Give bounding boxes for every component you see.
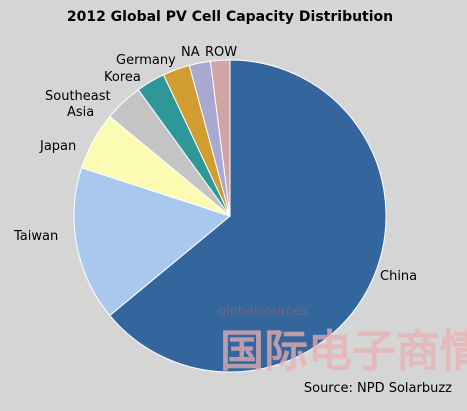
slice-label-row: ROW <box>205 45 237 60</box>
slice-label-germany: Germany <box>116 53 176 68</box>
chart-title: 2012 Global PV Cell Capacity Distributio… <box>67 9 393 25</box>
slice-label-na: NA <box>181 45 200 60</box>
chart-source: Source: NPD Solarbuzz <box>304 381 452 396</box>
watermark-chinese: 国际电子商情 <box>220 326 467 377</box>
pie-slice-row <box>209 59 231 217</box>
watermark: globalsources 国际电子商情 <box>218 304 467 377</box>
pie-slices <box>73 59 387 373</box>
slice-label-japan: Japan <box>39 139 76 154</box>
slice-label-china: China <box>380 269 417 284</box>
slice-label-taiwan: Taiwan <box>13 229 58 244</box>
pie-slice-taiwan <box>73 167 232 317</box>
watermark-logo: globalsources <box>218 304 308 319</box>
slice-label-korea: Korea <box>104 70 141 85</box>
slice-label-southeast-asia: Southeast Asia <box>45 89 111 120</box>
pie-slice-china <box>109 59 387 373</box>
slice-labels: China Taiwan Japan Southeast Asia Korea German… <box>13 45 417 284</box>
